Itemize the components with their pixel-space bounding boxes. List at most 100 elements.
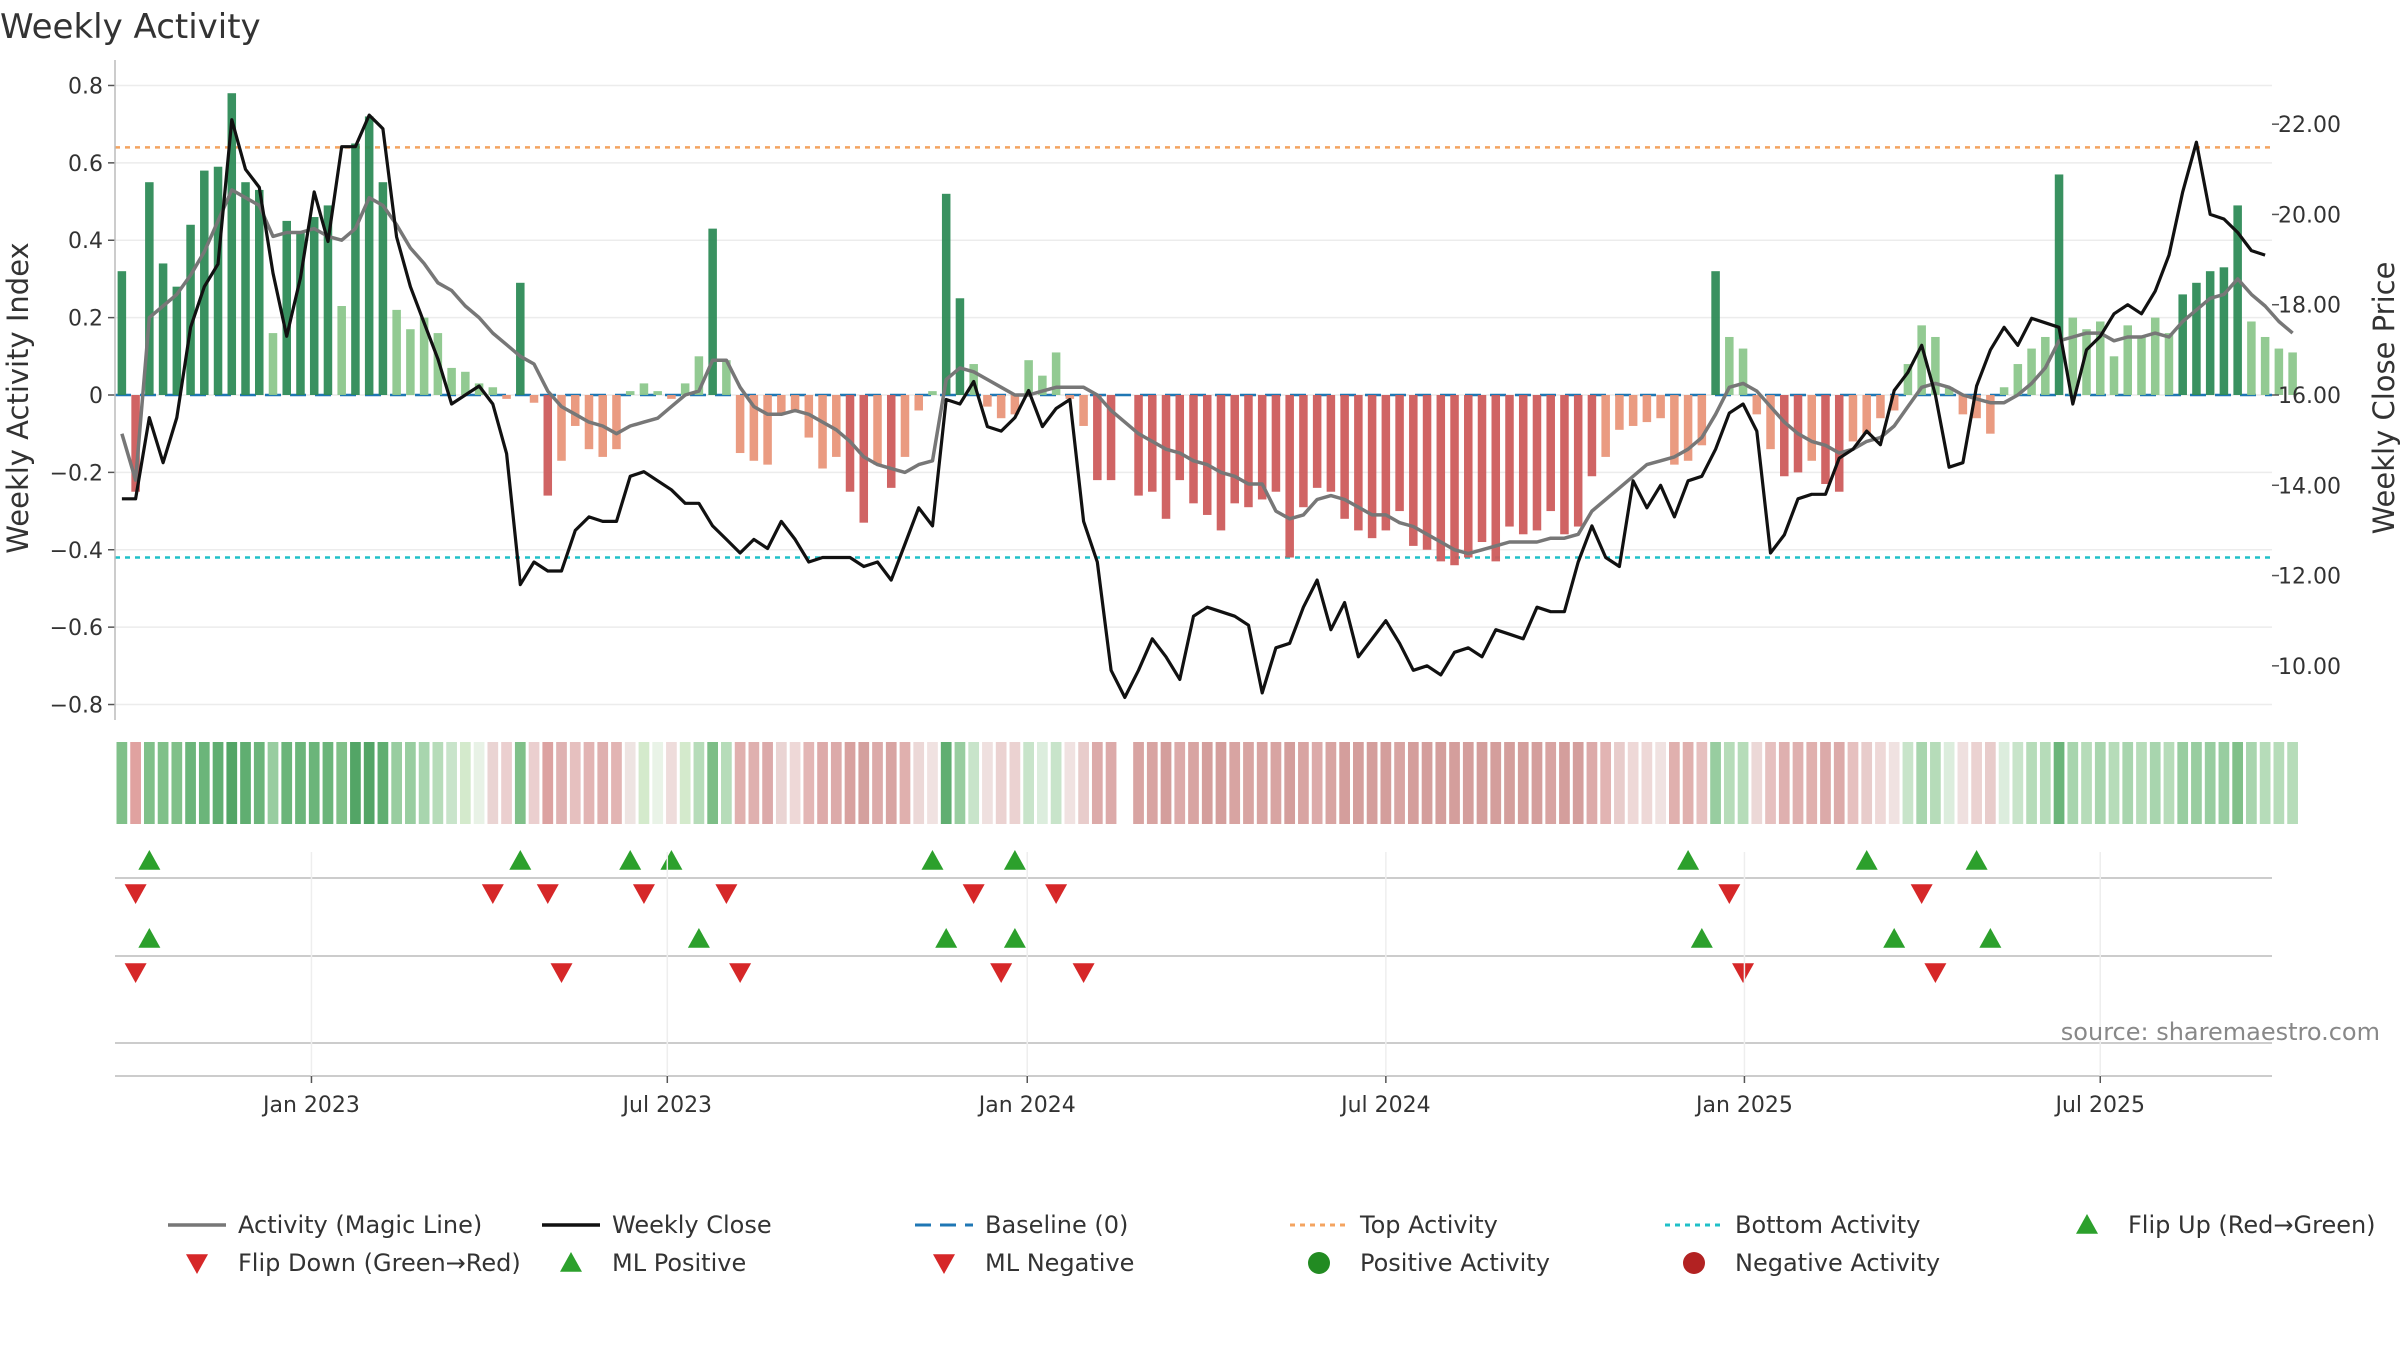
activity-bar [1395, 395, 1404, 512]
strip-cell [1984, 742, 1996, 824]
flip-down-marker [481, 884, 504, 904]
strip-cell [1833, 742, 1845, 824]
activity-bar [969, 364, 978, 395]
legend-label: Negative Activity [1735, 1249, 1940, 1277]
activity-bar [406, 329, 415, 395]
activity-bar [1889, 395, 1899, 411]
legend-label: ML Positive [612, 1249, 746, 1277]
activity-bar [1670, 395, 1679, 465]
strip-cell [267, 742, 279, 824]
strip-cell [1998, 742, 2010, 824]
activity-bar [1505, 395, 1514, 527]
activity-bar [1409, 395, 1418, 546]
activity-bar [1807, 395, 1817, 461]
legend-label: ML Negative [985, 1249, 1134, 1277]
x-tick-label: Jul 2024 [1339, 1093, 1431, 1118]
y-tick-label: −0.4 [50, 539, 103, 564]
signal-markers [115, 850, 2272, 1077]
strip-cell [1545, 742, 1557, 824]
activity-bar [488, 387, 498, 395]
activity-bar [2109, 356, 2119, 395]
activity-bar [529, 395, 539, 403]
strip-cell [2259, 742, 2271, 824]
strip-cell [1160, 742, 1172, 824]
x-tick-label: Jul 2023 [621, 1093, 713, 1118]
strip-cell [1174, 742, 1186, 824]
activity-bar [1477, 395, 1487, 543]
activity-bar [1601, 395, 1610, 457]
legend-swatch-down-triangle [933, 1254, 955, 1274]
activity-bar [213, 166, 223, 395]
strip-cell [116, 742, 128, 824]
strip-cell [1298, 742, 1309, 824]
strip-cell [1105, 742, 1117, 824]
activity-bar [1065, 395, 1075, 399]
activity-bar [1642, 395, 1652, 423]
activity-bar [337, 306, 346, 395]
strip-cell [982, 742, 993, 824]
strip-cell [240, 742, 251, 824]
activity-bar [1038, 375, 1047, 395]
strip-cell [1531, 742, 1543, 824]
activity-bar [818, 395, 827, 469]
activity-bar [928, 391, 937, 395]
x-tick-label: Jan 2024 [977, 1093, 1076, 1118]
strip-cell [1875, 742, 1886, 824]
strip-cell [1490, 742, 1502, 824]
activity-bar [1986, 395, 1995, 434]
ml-negative-marker [1924, 963, 1947, 983]
legend-swatch-up-triangle [2076, 1214, 2098, 1234]
strip-cell [1311, 742, 1323, 824]
flip-up-marker [619, 850, 642, 870]
strip-cell [2204, 742, 2216, 824]
activity-bar [832, 395, 841, 457]
series-lines [120, 113, 2294, 699]
strip-cell [1559, 742, 1570, 824]
activity-bar [1257, 395, 1267, 500]
strip-cell [143, 742, 155, 824]
strip-cell [1435, 742, 1447, 824]
legend-label: Weekly Close [612, 1211, 772, 1239]
activity-bar [1697, 395, 1707, 446]
strip-cell [1586, 742, 1598, 824]
activity-bar [309, 217, 319, 395]
activity-bar [172, 286, 182, 395]
activity-bar [694, 356, 704, 395]
legend-label: Flip Up (Red→Green) [2128, 1211, 2376, 1239]
activity-bar [1216, 395, 1226, 531]
strip-cell [1284, 742, 1296, 824]
activity-bar [2068, 317, 2078, 395]
strip-cell [638, 742, 650, 824]
strip-cell [569, 742, 581, 824]
activity-bar [1244, 395, 1253, 508]
strip-cell [1421, 742, 1433, 824]
activity-bar [1944, 387, 1954, 395]
strip-cell [363, 742, 375, 824]
strip-cell [1916, 742, 1928, 824]
strip-cell [2149, 742, 2161, 824]
activity-bar [1958, 395, 1968, 415]
strip-cell [1037, 742, 1048, 824]
activity-bar [749, 395, 759, 461]
strip-cell [157, 742, 169, 824]
strip-cell [336, 742, 348, 824]
strip-cell [2053, 742, 2065, 824]
activity-bar [1683, 395, 1693, 461]
strip-cell [295, 742, 306, 824]
activity-bar [145, 182, 154, 395]
strip-cell [2026, 742, 2037, 824]
activity-bar [1876, 395, 1885, 419]
strip-cell [748, 742, 760, 824]
legend-swatch-down-triangle [186, 1254, 208, 1274]
activity-bar [1312, 395, 1322, 488]
y-tick-label: −0.2 [50, 461, 103, 486]
activity-bar [1381, 395, 1391, 531]
activity-bar [1518, 395, 1528, 535]
y2-tick-label: 14.00 [2278, 474, 2341, 499]
activity-bar [612, 395, 621, 450]
activity-bars [117, 93, 2297, 566]
strip-cell [350, 742, 361, 824]
activity-bar [1051, 352, 1061, 395]
strip-cell [624, 742, 636, 824]
activity-bar [708, 228, 717, 395]
